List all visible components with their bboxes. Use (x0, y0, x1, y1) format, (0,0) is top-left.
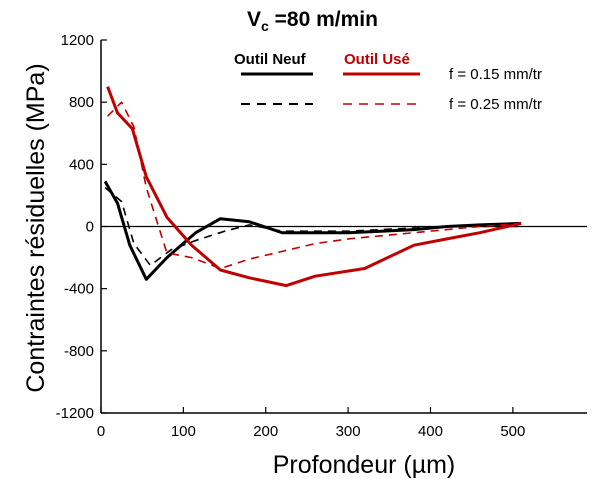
legend-feed-2: f = 0.25 mm/tr (449, 96, 542, 113)
y-tick-label: -400 (64, 281, 94, 298)
x-tick-label: 200 (253, 423, 278, 440)
y-tick-label: 1200 (61, 32, 94, 49)
chart-title-sub: c (261, 18, 269, 34)
series-worn-025-dashed (107, 101, 522, 270)
x-tick-label: 100 (171, 423, 196, 440)
chart-title: Vc =80 m/min (247, 8, 378, 34)
legend-tool-worn: Outil Usé (344, 51, 410, 68)
x-axis-title: Profondeur (µm) (273, 451, 456, 479)
y-tick-label: 800 (69, 94, 94, 111)
legend: Outil Neuf Outil Usé f = 0.15 mm/tr f = … (234, 51, 542, 113)
chart-title-main: V (247, 8, 261, 31)
x-tick-label: 400 (418, 423, 443, 440)
plot-axes (100, 39, 587, 414)
series-new-025-dashed (104, 186, 522, 267)
series-group (103, 86, 522, 288)
y-axis-title: Contraintes résiduelles (MPa) (22, 63, 50, 392)
x-tick-label: 300 (336, 423, 361, 440)
chart-title-rest: =80 m/min (269, 8, 378, 31)
series-new-015-solid (103, 180, 522, 281)
x-tick-label: 0 (97, 423, 105, 440)
y-tick-label: 0 (86, 219, 94, 236)
x-tick-label: 500 (500, 423, 525, 440)
y-tick-label: 400 (69, 156, 94, 173)
y-tick-label: -1200 (56, 405, 94, 422)
series-worn-015-solid (106, 86, 522, 288)
tick-labels: -1200 -800 -400 0 400 800 1200 0 100 200 300 400 500 (56, 32, 526, 440)
legend-feed-1: f = 0.15 mm/tr (449, 66, 542, 83)
legend-tool-new: Outil Neuf (234, 51, 307, 68)
y-tick-label: -800 (64, 343, 94, 360)
